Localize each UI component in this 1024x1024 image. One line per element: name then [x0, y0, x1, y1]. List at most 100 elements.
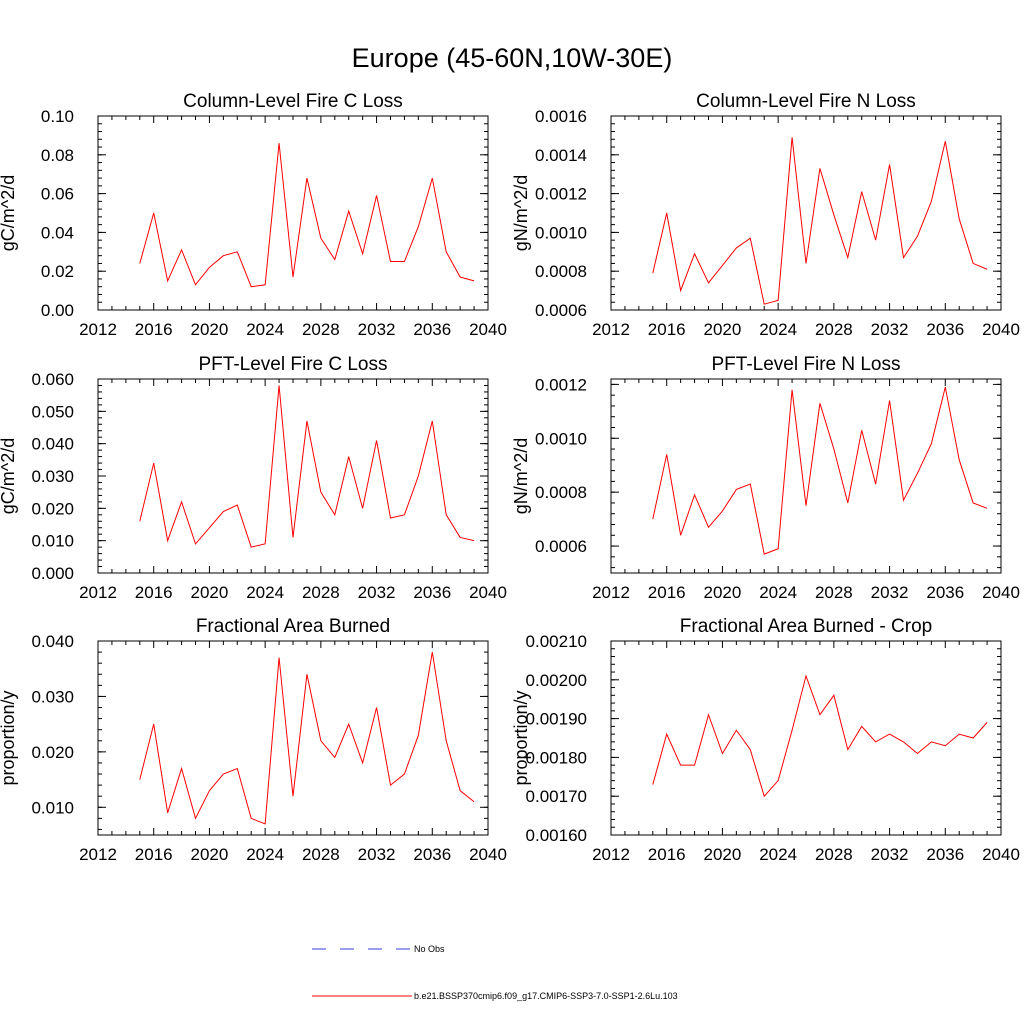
x-tick-label: 2036 [926, 320, 964, 339]
x-tick-label: 2028 [302, 845, 340, 864]
legend: No Obs b.e21.BSSP370cmip6.f09_g17.CMIP6-… [312, 944, 678, 1001]
x-tick-label: 2024 [246, 845, 284, 864]
series-line-1 [652, 137, 988, 305]
x-tick-label: 2036 [926, 583, 964, 602]
y-tick-label: 0.020 [31, 499, 74, 518]
y-tick-label: 0.0010 [535, 223, 587, 242]
y-axis-label: proportion/y [0, 690, 18, 785]
x-tick-label: 2028 [815, 845, 853, 864]
x-tick-label: 2028 [815, 583, 853, 602]
x-tick-label: 2028 [815, 320, 853, 339]
y-tick-label: 0.0010 [535, 429, 587, 448]
y-tick-label: 0.00190 [526, 710, 587, 729]
x-tick-label: 2016 [135, 583, 173, 602]
y-axis-label: gN/m^2/d [511, 175, 531, 251]
x-tick-label: 2012 [592, 320, 630, 339]
x-tick-label: 2032 [871, 845, 909, 864]
y-tick-label: 0.10 [41, 107, 74, 126]
plot-frame [610, 640, 1002, 836]
x-tick-label: 2040 [469, 583, 507, 602]
y-tick-label: 0.060 [31, 370, 74, 389]
x-tick-label: 2012 [79, 320, 117, 339]
x-tick-label: 2032 [871, 583, 909, 602]
y-tick-label: 0.0012 [535, 185, 587, 204]
x-tick-label: 2036 [413, 583, 451, 602]
y-axis-label: proportion/y [511, 690, 531, 785]
series-line-1 [652, 386, 988, 555]
y-tick-label: 0.0012 [535, 375, 587, 394]
y-tick-label: 0.06 [41, 185, 74, 204]
x-tick-label: 2028 [302, 320, 340, 339]
y-tick-label: 0.0014 [535, 146, 587, 165]
y-tick-label: 0.00 [41, 301, 74, 320]
x-tick-label: 2024 [246, 583, 284, 602]
plot-frame [97, 115, 489, 311]
legend-label-model-run: b.e21.BSSP370cmip6.f09_g17.CMIP6-SSP3-7.… [414, 991, 678, 1001]
panel-title: Fractional Area Burned [196, 616, 390, 637]
series-line-1 [652, 674, 988, 798]
panel-title: Fractional Area Burned - Crop [680, 616, 932, 637]
series-line-1 [139, 652, 475, 825]
x-tick-label: 2032 [358, 320, 396, 339]
x-tick-label: 2024 [759, 845, 797, 864]
chart-panel-3: PFT-Level Fire C Loss 2012 2016 2020 2024 202… [0, 354, 507, 602]
y-tick-label: 0.00160 [526, 826, 587, 845]
y-tick-label: 0.020 [31, 743, 74, 762]
x-tick-label: 2016 [135, 320, 173, 339]
y-tick-label: 0.030 [31, 467, 74, 486]
x-tick-label: 2020 [191, 320, 229, 339]
x-tick-label: 2040 [469, 320, 507, 339]
plot-frame [610, 115, 1002, 311]
y-tick-label: 0.040 [31, 435, 74, 454]
x-tick-label: 2012 [592, 845, 630, 864]
x-tick-label: 2020 [191, 583, 229, 602]
y-tick-label: 0.02 [41, 262, 74, 281]
y-axis-label: gC/m^2/d [0, 438, 18, 514]
y-tick-label: 0.04 [41, 223, 74, 242]
x-tick-label: 2036 [926, 845, 964, 864]
x-tick-label: 2020 [704, 845, 742, 864]
series-line-1 [139, 385, 475, 548]
panel-title: Column-Level Fire N Loss [696, 91, 916, 112]
y-tick-label: 0.010 [31, 798, 74, 817]
y-axis-label: gN/m^2/d [511, 438, 531, 514]
y-axis-label: gC/m^2/d [0, 175, 18, 251]
y-tick-label: 0.010 [31, 532, 74, 551]
panel-title: PFT-Level Fire N Loss [712, 354, 901, 375]
x-tick-label: 2016 [648, 583, 686, 602]
y-tick-label: 0.0016 [535, 107, 587, 126]
x-tick-label: 2016 [648, 845, 686, 864]
y-tick-label: 0.08 [41, 146, 74, 165]
plot-frame [610, 378, 1002, 574]
x-tick-label: 2016 [135, 845, 173, 864]
figure-title: Europe (45-60N,10W-30E) [352, 43, 673, 73]
x-tick-label: 2012 [79, 845, 117, 864]
chart-panel-2: Column-Level Fire N Loss 2012 2016 2020 2024… [511, 91, 1020, 339]
x-tick-label: 2016 [648, 320, 686, 339]
chart-panel-5: Fractional Area Burned 2012 2016 2020 2024 20… [0, 616, 507, 864]
y-tick-label: 0.0006 [535, 537, 587, 556]
x-tick-label: 2040 [982, 583, 1020, 602]
y-tick-label: 0.0006 [535, 301, 587, 320]
x-tick-label: 2020 [704, 320, 742, 339]
y-tick-label: 0.00210 [526, 632, 587, 651]
x-tick-label: 2028 [302, 583, 340, 602]
x-tick-label: 2032 [871, 320, 909, 339]
y-tick-label: 0.040 [31, 632, 74, 651]
chart-panel-4: PFT-Level Fire N Loss 2012 2016 2020 2024 202… [511, 354, 1020, 602]
x-tick-label: 2040 [982, 845, 1020, 864]
x-tick-label: 2012 [79, 583, 117, 602]
x-tick-label: 2020 [704, 583, 742, 602]
y-tick-label: 0.050 [31, 402, 74, 421]
x-tick-label: 2036 [413, 845, 451, 864]
series-line-1 [139, 143, 475, 288]
x-tick-label: 2024 [246, 320, 284, 339]
legend-label-no-obs: No Obs [414, 944, 445, 954]
y-tick-label: 0.030 [31, 687, 74, 706]
x-tick-label: 2036 [413, 320, 451, 339]
panel-grid: Column-Level Fire C Loss 2012 2016 2020 2024… [0, 91, 1020, 864]
y-tick-label: 0.0008 [535, 262, 587, 281]
x-tick-label: 2040 [982, 320, 1020, 339]
x-tick-label: 2024 [759, 320, 797, 339]
